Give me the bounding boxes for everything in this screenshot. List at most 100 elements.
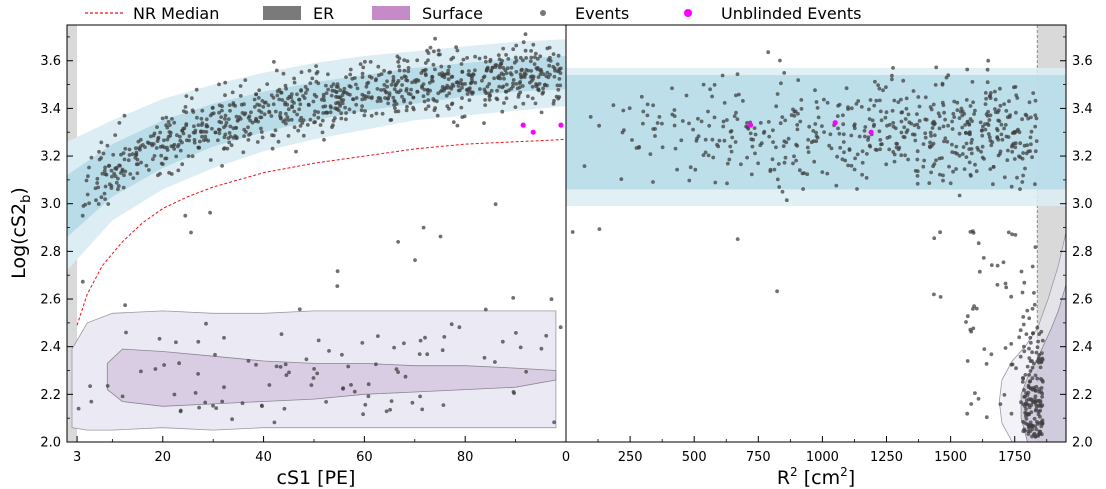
event-marker xyxy=(1039,377,1043,381)
event-marker xyxy=(621,108,626,113)
left-y-tick-label: 2.8 xyxy=(40,245,61,260)
event-marker xyxy=(259,115,264,120)
event-marker xyxy=(529,49,533,53)
event-marker xyxy=(420,85,424,90)
event-marker xyxy=(197,405,202,410)
legend-events-label: Events xyxy=(575,4,629,23)
event-marker xyxy=(426,51,431,55)
event-marker xyxy=(696,134,701,139)
event-marker xyxy=(768,169,773,174)
event-marker xyxy=(947,164,951,169)
event-marker xyxy=(597,227,602,232)
event-marker xyxy=(859,105,864,109)
event-marker xyxy=(772,167,777,172)
event-marker xyxy=(946,123,950,128)
event-marker xyxy=(165,145,169,150)
event-marker xyxy=(866,138,870,142)
event-marker xyxy=(936,111,941,116)
event-marker xyxy=(280,98,285,102)
event-marker xyxy=(1021,173,1025,178)
event-marker xyxy=(777,185,782,189)
event-marker xyxy=(501,46,506,51)
event-marker xyxy=(272,60,276,64)
event-marker xyxy=(884,162,889,167)
event-marker xyxy=(410,80,414,85)
event-marker xyxy=(87,201,91,206)
y-axis-label: Log(cS2b) xyxy=(8,187,34,279)
event-marker xyxy=(932,162,937,166)
event-marker xyxy=(133,155,138,160)
event-marker xyxy=(165,137,170,142)
event-marker xyxy=(1028,335,1033,340)
event-marker xyxy=(822,97,826,102)
event-marker xyxy=(906,157,910,162)
right-events xyxy=(570,50,1045,439)
event-marker xyxy=(1021,315,1026,319)
event-marker xyxy=(459,62,464,66)
event-marker xyxy=(969,402,974,406)
event-marker xyxy=(1031,331,1035,335)
event-marker xyxy=(210,126,214,131)
event-marker xyxy=(786,136,791,141)
event-marker xyxy=(962,167,967,172)
event-marker xyxy=(138,137,143,142)
event-marker xyxy=(539,346,544,351)
event-marker xyxy=(639,94,644,99)
event-marker xyxy=(957,153,962,158)
event-marker xyxy=(977,269,982,274)
event-marker xyxy=(957,131,962,136)
event-marker xyxy=(111,152,116,157)
event-marker xyxy=(766,50,771,55)
event-marker xyxy=(455,48,460,53)
event-marker xyxy=(995,282,1000,287)
event-marker xyxy=(946,73,951,78)
event-marker xyxy=(121,185,126,190)
event-marker xyxy=(438,234,443,239)
event-marker xyxy=(297,107,302,112)
event-marker xyxy=(514,43,519,48)
event-marker xyxy=(423,67,428,72)
event-marker xyxy=(867,117,872,121)
event-marker xyxy=(342,86,347,91)
right-x-tick-label: 500 xyxy=(682,450,707,465)
event-marker xyxy=(971,231,976,235)
event-marker xyxy=(971,307,975,311)
event-marker xyxy=(114,180,119,185)
event-marker xyxy=(421,225,426,230)
event-marker xyxy=(195,115,199,120)
event-marker xyxy=(107,182,112,187)
event-marker xyxy=(645,102,650,107)
event-marker xyxy=(915,174,920,178)
event-marker xyxy=(455,123,460,128)
event-marker xyxy=(399,76,404,80)
event-marker xyxy=(514,70,519,74)
y-label-sub: b xyxy=(19,195,34,203)
event-marker xyxy=(393,83,398,88)
event-marker xyxy=(513,105,518,109)
event-marker xyxy=(552,98,556,103)
event-marker xyxy=(243,78,248,82)
event-marker xyxy=(451,120,456,124)
event-marker xyxy=(366,90,371,95)
event-marker xyxy=(270,146,275,151)
left-surface-band-inner xyxy=(106,348,557,407)
event-marker xyxy=(706,153,711,158)
event-marker xyxy=(162,363,167,367)
event-marker xyxy=(964,131,968,135)
event-marker xyxy=(735,237,740,242)
event-marker xyxy=(512,60,517,65)
event-marker xyxy=(278,365,283,369)
event-marker xyxy=(942,110,946,115)
event-marker xyxy=(999,122,1004,127)
event-marker xyxy=(118,163,122,168)
event-marker xyxy=(547,63,552,68)
event-marker xyxy=(795,127,800,132)
event-marker xyxy=(158,171,162,176)
event-marker xyxy=(899,97,903,102)
event-marker xyxy=(375,87,380,91)
event-marker xyxy=(400,94,404,99)
event-marker xyxy=(246,359,251,363)
event-marker xyxy=(1025,308,1030,313)
event-marker xyxy=(545,70,550,75)
event-marker xyxy=(795,123,800,127)
